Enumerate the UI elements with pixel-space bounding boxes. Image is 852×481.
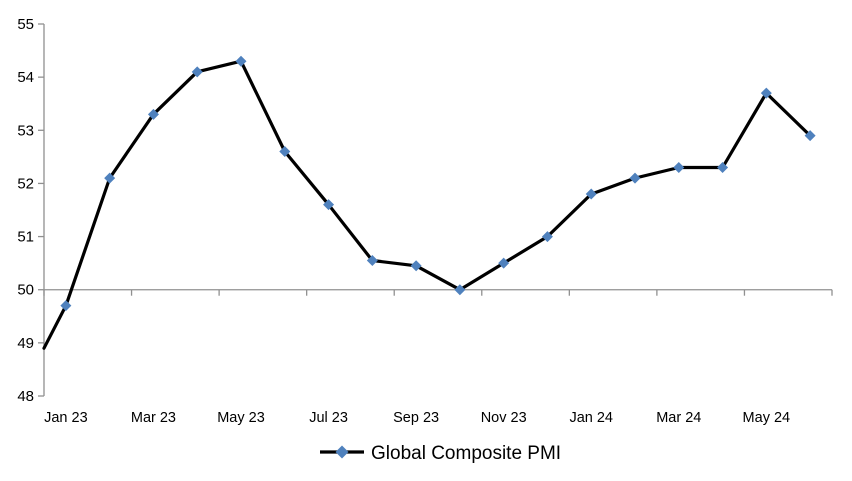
data-point-marker [585, 188, 597, 200]
x-tick-label: Jul 23 [309, 410, 348, 426]
y-tick-label: 53 [17, 122, 34, 139]
data-point-marker [498, 257, 510, 269]
y-tick-label: 51 [17, 229, 34, 246]
x-tick-label: Nov 23 [481, 410, 527, 426]
legend-marker-icon [335, 445, 349, 459]
data-point-marker [454, 284, 466, 296]
data-point-marker [629, 172, 641, 184]
data-point-marker [60, 300, 72, 312]
data-point-marker [366, 254, 378, 266]
data-point-marker [235, 55, 247, 67]
data-point-marker [804, 130, 816, 142]
data-point-marker [323, 199, 335, 211]
data-point-marker [104, 172, 116, 184]
data-point-marker [147, 108, 159, 120]
data-point-marker [541, 231, 553, 243]
x-tick-label: Mar 24 [656, 410, 701, 426]
y-tick-label: 49 [17, 335, 34, 352]
x-tick-label: May 24 [743, 410, 791, 426]
x-tick-label: Sep 23 [393, 410, 439, 426]
pmi-series-line [42, 59, 812, 350]
x-tick-label: May 23 [217, 410, 265, 426]
data-point-marker [760, 87, 772, 99]
legend-label: Global Composite PMI [371, 443, 561, 464]
data-point-marker [279, 146, 291, 158]
y-tick-label: 52 [17, 175, 34, 192]
x-tick-label: Jan 24 [569, 410, 613, 426]
y-tick-label: 55 [17, 16, 34, 33]
data-point-marker [673, 161, 685, 173]
data-point-marker [191, 66, 203, 78]
data-point-marker [410, 260, 422, 272]
x-tick-label: Mar 23 [131, 410, 176, 426]
data-point-marker [717, 161, 729, 173]
x-tick-label: Jan 23 [44, 410, 88, 426]
y-tick-label: 54 [17, 69, 34, 86]
y-tick-label: 48 [17, 388, 34, 405]
y-tick-label: 50 [17, 282, 34, 299]
